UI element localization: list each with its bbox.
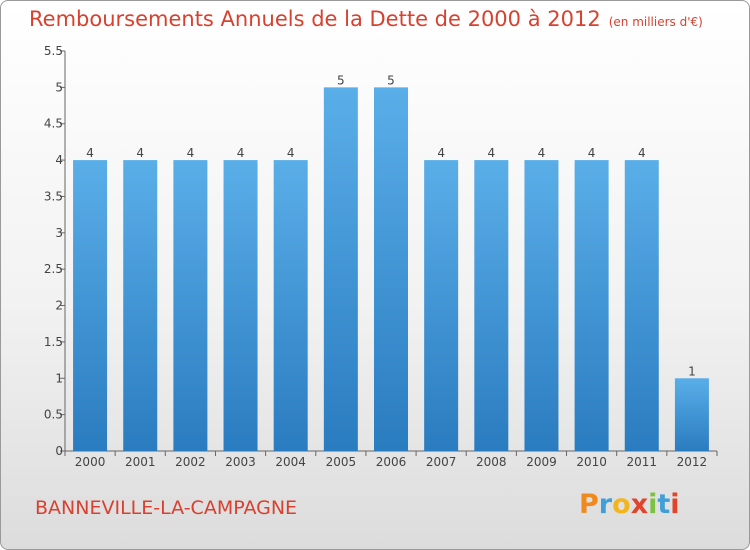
x-tick-label: 2012: [677, 455, 708, 469]
x-tick-label: 2000: [75, 455, 106, 469]
y-tick-label: 0.5: [44, 408, 63, 422]
y-tick-label: 4: [55, 153, 63, 167]
x-tick-label: 2010: [576, 455, 607, 469]
y-tick-label: 1.5: [44, 335, 63, 349]
logo-letter: t: [657, 489, 671, 520]
x-tick-label: 2008: [476, 455, 507, 469]
x-tick-label: 2005: [326, 455, 357, 469]
data-label: 4: [487, 146, 495, 160]
bar: [574, 160, 609, 451]
x-axis: 2000 2001 2002 2003 2004 2005 2006 2007 2008 2009…: [64, 450, 718, 469]
data-label: 4: [237, 146, 245, 160]
data-label: 4: [437, 146, 445, 160]
logo-letter: i: [648, 489, 658, 520]
bar: [374, 87, 408, 451]
x-tick-label: 2006: [376, 455, 407, 469]
data-label: 4: [287, 146, 295, 160]
chart-title-text: Remboursements Annuels de la Dette de 20…: [29, 7, 601, 31]
x-tick-label: 2007: [426, 455, 457, 469]
x-tick-label: 2003: [225, 455, 256, 469]
bar: [424, 160, 459, 451]
x-tick-label: 2002: [175, 455, 206, 469]
y-tick-label: 2.5: [44, 262, 63, 276]
bar: [624, 160, 659, 451]
data-label: 5: [387, 73, 395, 87]
logo-letter: i: [670, 489, 680, 520]
data-label: 4: [588, 146, 596, 160]
y-tick-label: 0: [55, 444, 63, 458]
logo-letter: r: [598, 489, 613, 520]
logo-letter: P: [579, 489, 599, 520]
bar-series: 4 4 4 4 4 5 5 4 4 4 4 4 1: [73, 73, 709, 451]
bar: [223, 160, 258, 451]
bar: [474, 160, 509, 451]
y-tick-label: 3.5: [44, 189, 63, 203]
bar: [123, 160, 158, 451]
data-label: 4: [136, 146, 144, 160]
logo-letter: o: [612, 489, 631, 520]
x-tick-label: 2001: [125, 455, 156, 469]
y-tick-label: 2: [55, 299, 63, 313]
x-tick-label: 2009: [526, 455, 557, 469]
data-label: 5: [337, 73, 345, 87]
data-label: 1: [688, 364, 696, 378]
y-tick-label: 3: [55, 226, 63, 240]
bar: [524, 160, 559, 451]
bar: [323, 87, 358, 451]
data-label: 4: [187, 146, 195, 160]
y-tick-label: 1: [55, 371, 63, 385]
x-tick-label: 2011: [626, 455, 657, 469]
chart-title: Remboursements Annuels de la Dette de 20…: [29, 7, 703, 31]
bar: [674, 378, 709, 451]
commune-name: BANNEVILLE-LA-CAMPAGNE: [35, 497, 298, 519]
y-tick-label: 5.5: [44, 44, 63, 58]
x-tick-label: 2004: [275, 455, 306, 469]
logo-letter: x: [630, 489, 649, 520]
y-tick-label: 5: [55, 80, 63, 94]
bar: [273, 160, 308, 451]
bar: [173, 160, 208, 451]
y-axis: 0 0.5 1 1.5 2 2.5 3 3.5 4 4.5 5 5.5: [44, 44, 66, 458]
data-label: 4: [86, 146, 94, 160]
y-tick-label: 4.5: [44, 117, 63, 131]
proxiti-logo: Proxiti: [579, 489, 680, 520]
data-label: 4: [638, 146, 646, 160]
bar: [73, 160, 108, 451]
chart-unit-note: (en milliers d'€): [608, 15, 703, 29]
data-label: 4: [538, 146, 546, 160]
